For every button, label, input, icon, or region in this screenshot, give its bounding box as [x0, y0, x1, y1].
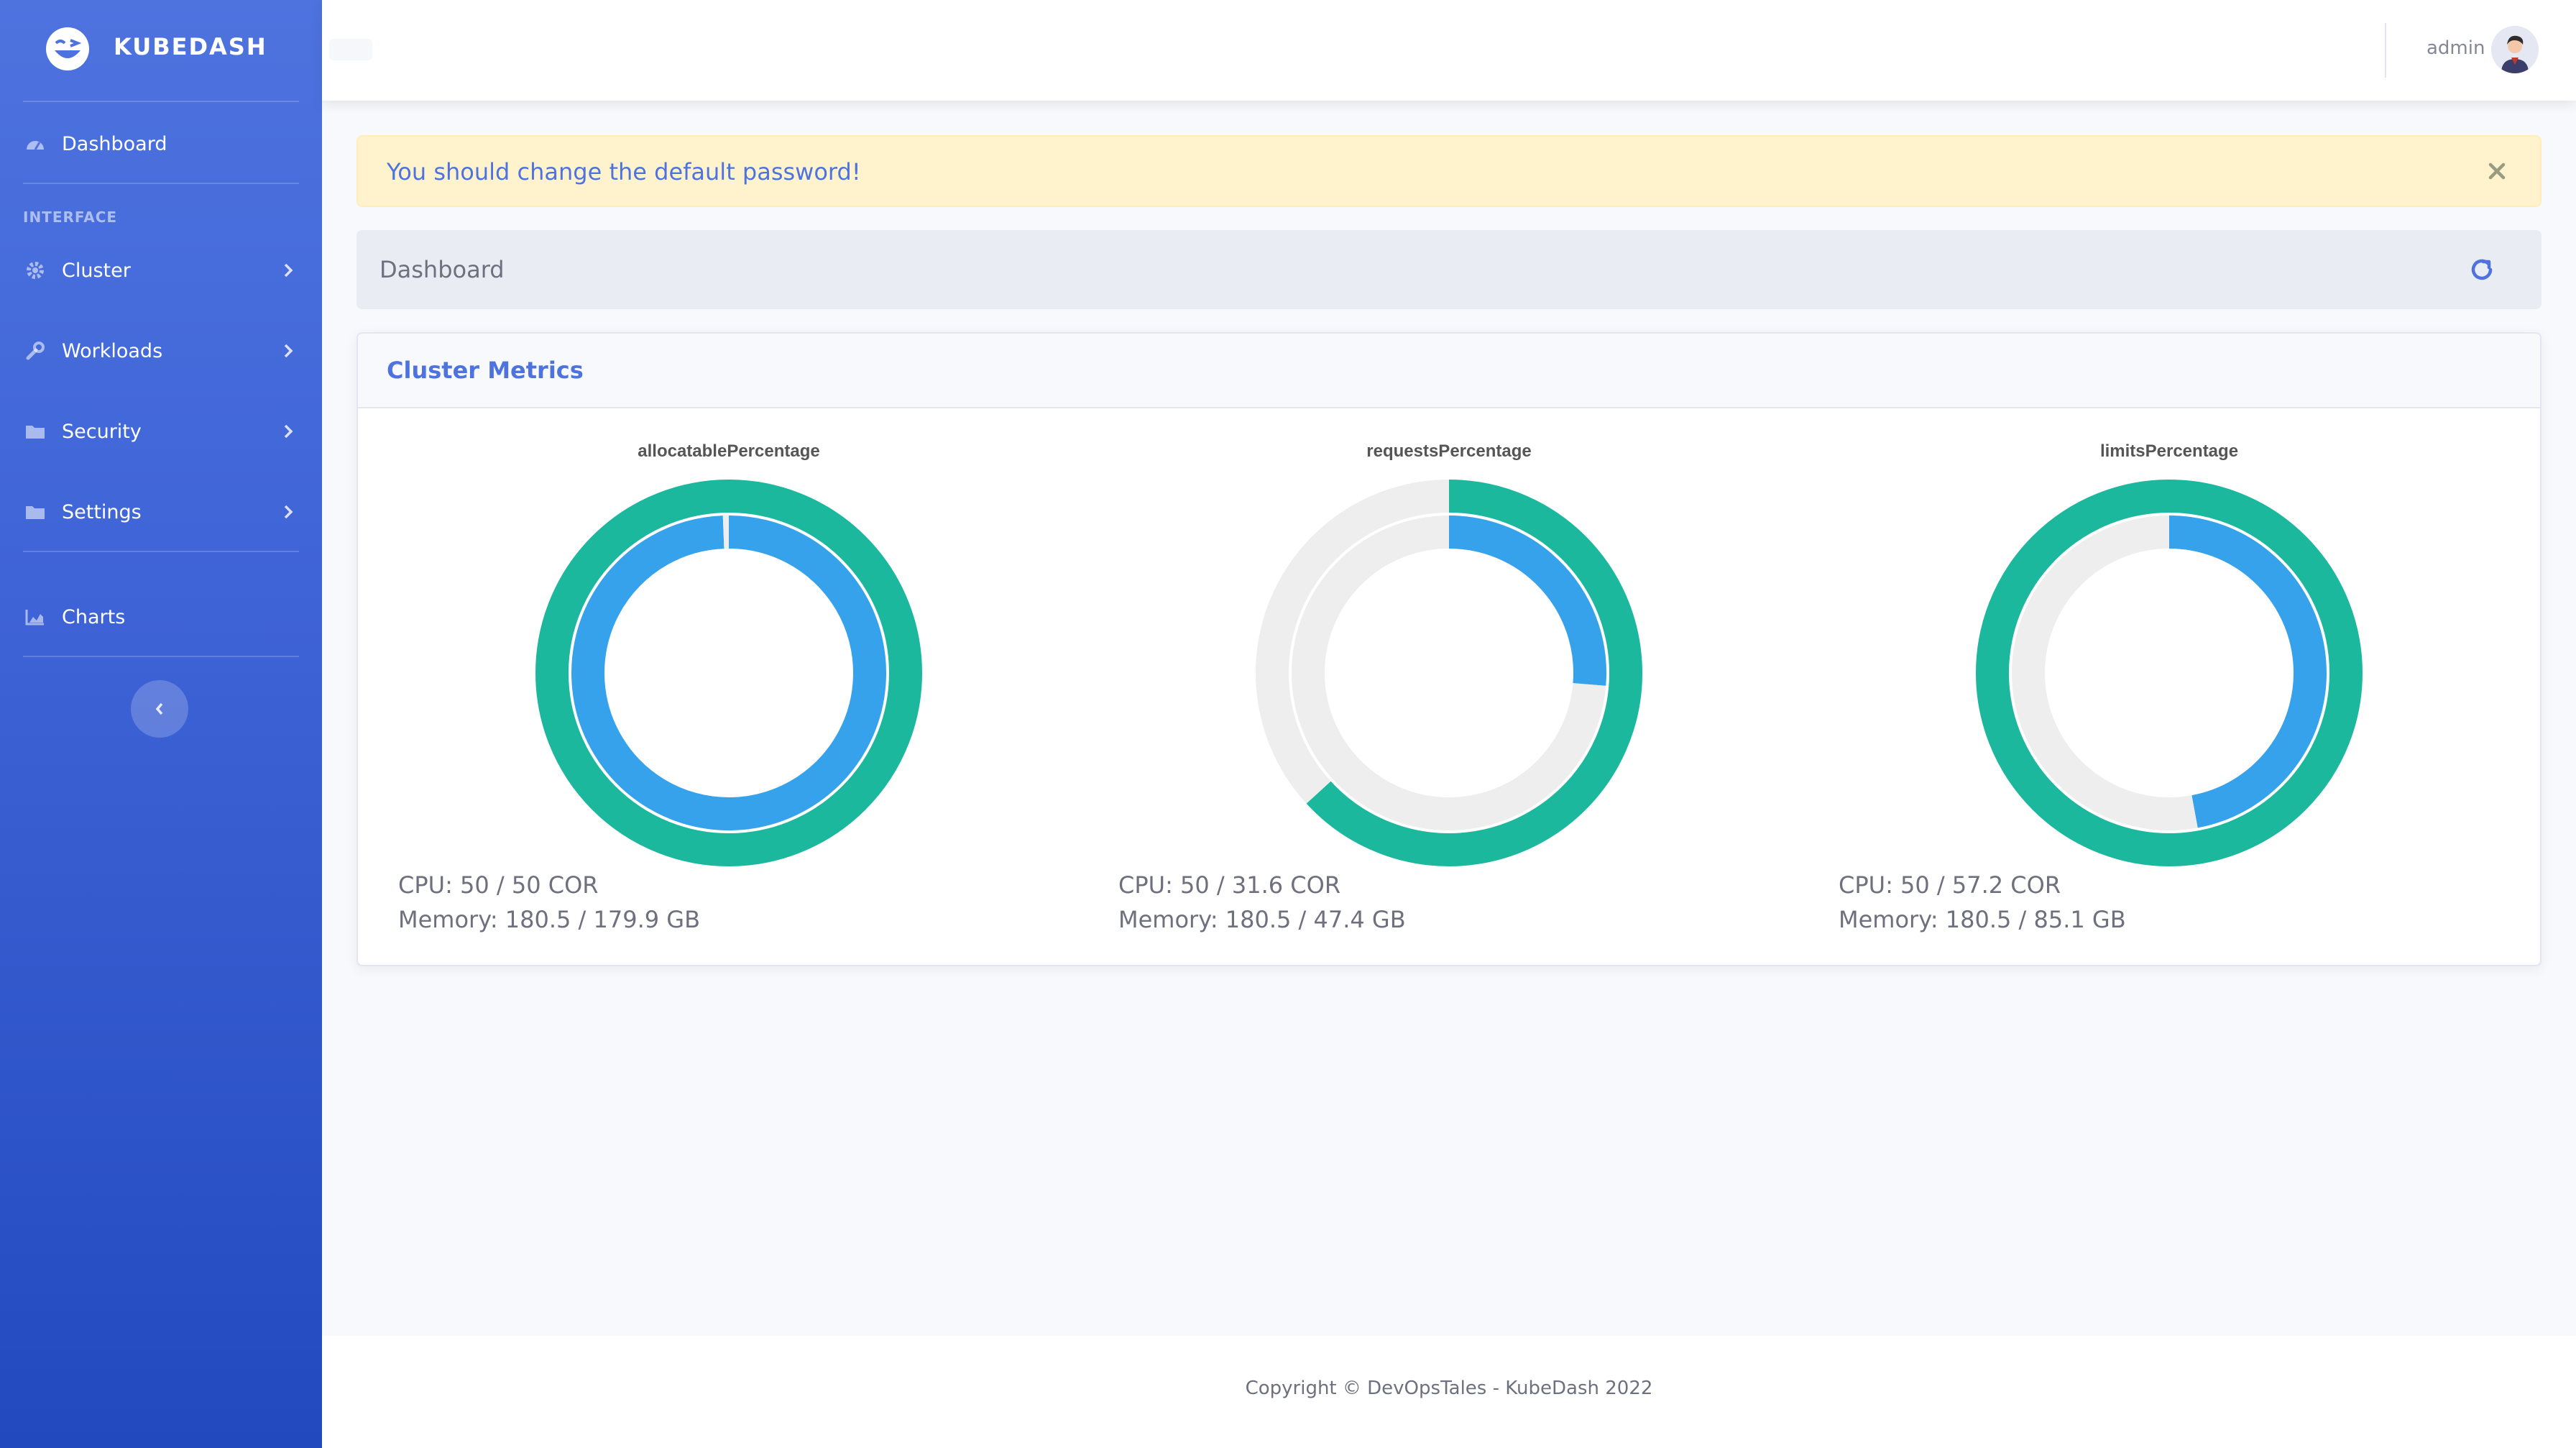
- brand-link[interactable]: KUBEDASH: [0, 0, 322, 101]
- metric-limits: limitsPercentage CPU: 50 / 57.2 COR Memo…: [1810, 441, 2529, 945]
- avatar[interactable]: [2491, 26, 2539, 73]
- inner-ring-segment-1[interactable]: [1292, 515, 1606, 830]
- sidebar-item-charts[interactable]: Charts: [23, 588, 299, 646]
- memory-usage-text: Memory: 180.5 / 179.9 GB: [398, 906, 701, 933]
- memory-usage-text: Memory: 180.5 / 85.1 GB: [1839, 906, 2126, 933]
- cog-icon: [24, 260, 46, 281]
- tachometer-icon: [24, 133, 46, 155]
- metric-allocatable: allocatablePercentage CPU: 50 / 50 COR M…: [369, 441, 1088, 945]
- inner-ring-segment-0[interactable]: [571, 515, 886, 830]
- sidebar-item-label: Cluster: [62, 259, 131, 282]
- chart-title: allocatablePercentage: [638, 441, 820, 461]
- chart-title: limitsPercentage: [2099, 441, 2239, 461]
- sidebar-item-label: Workloads: [62, 339, 163, 362]
- card-title: Cluster Metrics: [387, 357, 584, 384]
- chart-title: requestsPercentage: [1366, 441, 1532, 461]
- chevron-left-icon: [155, 702, 163, 715]
- sidebar-item-label: Security: [62, 420, 142, 443]
- outer-ring-segment-1[interactable]: [1256, 480, 1450, 804]
- inner-ring-segment-0[interactable]: [2168, 515, 2327, 828]
- password-alert: You should change the default password!: [356, 135, 2542, 207]
- alert-message: You should change the default password!: [387, 158, 861, 185]
- chevron-right-icon: [277, 340, 299, 362]
- sidebar-item-settings[interactable]: Settings: [23, 483, 299, 541]
- cpu-usage-text: CPU: 50 / 50 COR: [398, 871, 599, 899]
- cpu-usage-text: CPU: 50 / 57.2 COR: [1839, 871, 2061, 899]
- refresh-icon[interactable]: [2465, 253, 2498, 286]
- close-icon[interactable]: [2483, 157, 2511, 185]
- user-name[interactable]: admin: [2426, 37, 2485, 59]
- sidebar-toggle-button[interactable]: [131, 680, 188, 738]
- sidebar-divider: [23, 101, 299, 102]
- chevron-right-icon: [277, 260, 299, 281]
- laughing-face-icon: [46, 27, 89, 70]
- sidebar-divider: [23, 551, 299, 552]
- sidebar-heading: INTERFACE: [23, 209, 118, 226]
- sidebar-item-label: Settings: [62, 500, 142, 523]
- donut-chart-requests: [1256, 480, 1642, 866]
- folder-icon: [24, 501, 46, 523]
- topbar-divider: [2385, 23, 2386, 78]
- outer-ring-segment-0[interactable]: [1306, 480, 1642, 866]
- sidebar-item-cluster[interactable]: Cluster: [23, 242, 299, 299]
- outer-ring-segment-0[interactable]: [535, 480, 922, 866]
- area-chart-icon: [24, 606, 46, 628]
- chevron-right-icon: [277, 501, 299, 523]
- sidebar-item-workloads[interactable]: Workloads: [23, 322, 299, 380]
- topbar: admin: [322, 0, 2576, 101]
- chevron-right-icon: [277, 421, 299, 442]
- sidebar-item-label: Charts: [62, 605, 126, 628]
- sidebar-item-dashboard[interactable]: Dashboard: [23, 115, 299, 173]
- wrench-icon: [24, 340, 46, 362]
- inner-ring-segment-0[interactable]: [1448, 515, 1606, 686]
- donut-chart-allocatable: [535, 480, 922, 866]
- breadcrumb: Dashboard: [356, 230, 2542, 309]
- memory-usage-text: Memory: 180.5 / 47.4 GB: [1118, 906, 1406, 933]
- sidebar-item-label: Dashboard: [62, 132, 167, 155]
- outer-ring-segment-0[interactable]: [1976, 480, 2363, 866]
- page-title: Dashboard: [380, 256, 505, 283]
- user-avatar-icon: [2491, 26, 2539, 73]
- cluster-metrics-card: Cluster Metrics allocatablePercentage CP…: [356, 332, 2542, 966]
- brand-name: KUBEDASH: [114, 33, 267, 60]
- sidebar-divider: [23, 656, 299, 657]
- folder-icon: [24, 421, 46, 442]
- inner-ring-segment-1[interactable]: [2012, 515, 2198, 830]
- sidebar-item-security[interactable]: Security: [23, 403, 299, 460]
- footer: Copyright © DevOpsTales - KubeDash 2022: [322, 1336, 2576, 1448]
- sidebar-divider: [23, 183, 299, 184]
- copyright-text: Copyright © DevOpsTales - KubeDash 2022: [1245, 1378, 1653, 1399]
- donut-chart-limits: [1976, 480, 2363, 866]
- sidebar-toggle-top[interactable]: [329, 39, 372, 60]
- cpu-usage-text: CPU: 50 / 31.6 COR: [1118, 871, 1341, 899]
- card-header: Cluster Metrics: [358, 334, 2540, 408]
- sidebar: KUBEDASH Dashboard INTERFACE Cluster Wor…: [0, 0, 322, 1448]
- metric-requests: requestsPercentage CPU: 50 / 31.6 COR Me…: [1090, 441, 1808, 945]
